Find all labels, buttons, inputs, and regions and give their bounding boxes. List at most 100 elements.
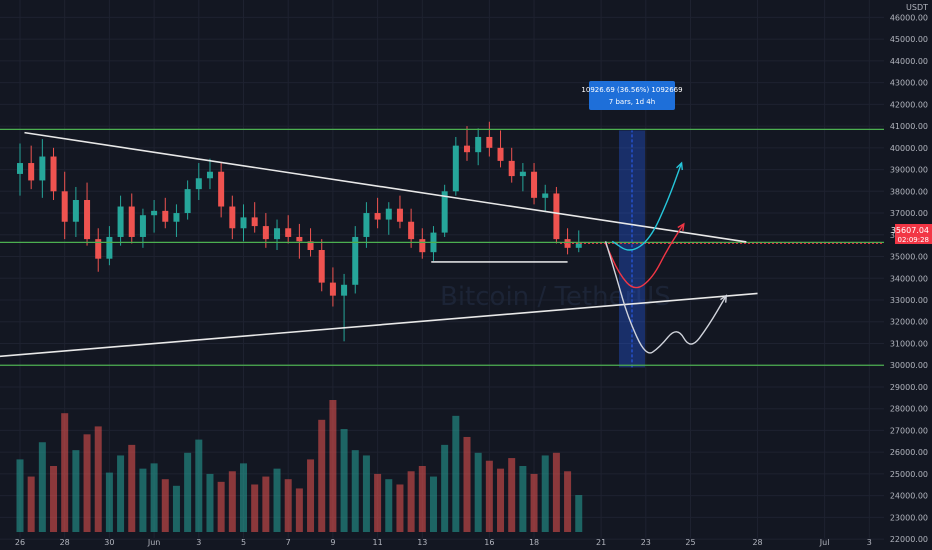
candle-body — [17, 163, 23, 174]
candle-body — [285, 228, 292, 237]
candle-body — [195, 178, 202, 190]
candle-body — [28, 163, 35, 181]
trendlines[interactable] — [0, 131, 758, 358]
time-tick-label: 26 — [15, 538, 25, 547]
time-tick-label: 28 — [752, 538, 762, 547]
price-tick-label: 40000.00 — [890, 144, 928, 153]
volume-bar — [128, 444, 136, 532]
price-tick-label: 46000.00 — [890, 13, 928, 22]
volume-bar — [385, 479, 393, 532]
volume-bar — [228, 471, 236, 532]
time-tick-label: 16 — [484, 538, 494, 547]
price-tick-label: 34000.00 — [890, 274, 928, 283]
scenario-path-white — [604, 241, 727, 354]
candle-body — [307, 241, 314, 250]
volume-bar — [150, 463, 158, 532]
current-price-value: 35607.04 — [891, 226, 929, 235]
volume-bar — [27, 476, 35, 532]
price-tick-label: 35000.00 — [890, 253, 928, 262]
candle-body — [229, 206, 236, 229]
candlesticks[interactable] — [17, 121, 582, 342]
scenario-path-red — [604, 223, 685, 289]
candle-body — [497, 147, 504, 161]
horizontal-levels[interactable] — [0, 128, 884, 366]
candle-body — [240, 217, 247, 229]
candle-body — [464, 145, 470, 153]
trendline-ascending-support — [0, 292, 758, 358]
volume-bars — [16, 400, 583, 532]
candle-body — [318, 250, 325, 283]
time-tick-label: Jul — [819, 538, 830, 547]
volume-bar — [351, 450, 359, 532]
volume-bar — [295, 488, 303, 532]
volume-bar — [16, 459, 24, 532]
time-tick-label: 3 — [867, 538, 872, 547]
candle-body — [218, 171, 225, 207]
volume-bar — [273, 468, 281, 532]
candle-body — [564, 239, 571, 248]
volume-bar — [575, 495, 583, 532]
candle-body — [575, 243, 582, 248]
candle-body — [206, 171, 213, 179]
volume-bar — [139, 468, 147, 532]
time-tick-label: 9 — [330, 538, 335, 547]
volume-bar — [262, 476, 270, 532]
price-tick-label: 32000.00 — [890, 318, 928, 327]
candle-body — [452, 145, 459, 192]
scenario-arrowhead-red — [677, 222, 685, 231]
trendline-descending-resistance — [24, 131, 747, 243]
price-tick-label: 33000.00 — [890, 296, 928, 305]
candle-body — [553, 193, 560, 240]
countdown-timer: 02:09:28 — [898, 236, 929, 244]
price-tick-label: 31000.00 — [890, 339, 928, 348]
volume-bar — [485, 460, 493, 532]
time-tick-label: 13 — [417, 538, 427, 547]
price-tick-label: 43000.00 — [890, 79, 928, 88]
volume-bar — [396, 484, 404, 532]
candle-body — [151, 210, 158, 216]
volume-bar — [172, 485, 180, 532]
time-tick-label: 7 — [286, 538, 291, 547]
measure-line-2: 7 bars, 1d 4h — [609, 98, 655, 106]
volume-bar — [83, 434, 91, 532]
volume-bar — [463, 436, 471, 532]
volume-bar — [251, 484, 259, 532]
volume-bar — [552, 452, 560, 532]
scenario-paths[interactable] — [604, 161, 728, 354]
price-axis[interactable]: USDT 22000.00 23000.00 24000.00 25000.00 260… — [884, 0, 932, 550]
volume-bar — [362, 455, 370, 532]
price-tick-label: 28000.00 — [890, 405, 928, 414]
volume-bar — [117, 455, 125, 532]
price-tick-label: 42000.00 — [890, 100, 928, 109]
candle-body — [508, 160, 515, 177]
volume-bar — [105, 472, 113, 532]
volume-bar — [61, 413, 69, 532]
price-tick-label: 37000.00 — [890, 209, 928, 218]
volume-bar — [497, 468, 505, 532]
time-axis[interactable]: 26 28 30 Jun 3 5 7 9 11 13 16 18 21 23 25 28 Jul 3 — [15, 538, 872, 547]
volume-bar — [564, 471, 572, 532]
candle-body — [329, 282, 336, 296]
volume-bar — [161, 479, 169, 532]
volume-bar — [94, 426, 102, 532]
volume-bar — [452, 415, 460, 532]
price-tick-label: 24000.00 — [890, 492, 928, 501]
candle-body — [352, 236, 359, 285]
candle-body — [441, 191, 448, 233]
candle-body — [84, 200, 91, 240]
scenario-path-cyan — [611, 162, 683, 251]
candle-body — [408, 221, 415, 240]
volume-bar — [206, 473, 214, 532]
time-tick-label: 3 — [196, 538, 201, 547]
candle-body — [274, 228, 281, 240]
price-tick-label: 38000.00 — [890, 187, 928, 196]
candle-body — [296, 236, 303, 242]
price-tick-label: 27000.00 — [890, 426, 928, 435]
time-tick-label: 25 — [685, 538, 695, 547]
volume-bar — [429, 476, 437, 532]
volume-bar — [284, 479, 292, 532]
candle-body — [39, 156, 46, 181]
time-tick-label: 11 — [373, 538, 383, 547]
time-tick-label: Jun — [147, 538, 161, 547]
